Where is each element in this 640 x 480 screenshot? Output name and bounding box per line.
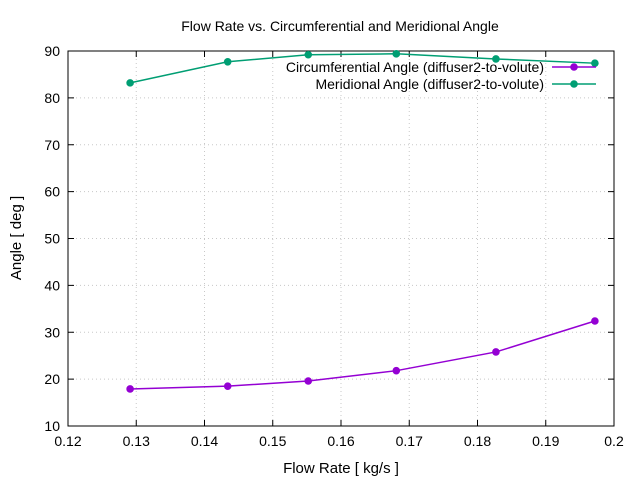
legend-marker: [570, 63, 578, 71]
data-point: [392, 50, 401, 58]
series-line: [129, 53, 595, 84]
data-point: [392, 366, 401, 375]
legend-marker: [570, 80, 578, 88]
data-point: [126, 79, 134, 87]
chart-title: Flow Rate vs. Circumferential and Meridi…: [181, 18, 499, 34]
y-tick-label: 30: [44, 324, 60, 340]
data-point: [223, 382, 232, 390]
data-point: [223, 57, 232, 66]
y-tick-label: 80: [44, 90, 60, 106]
y-tick-label: 40: [44, 277, 60, 293]
data-point: [304, 377, 313, 385]
data-point: [126, 385, 134, 393]
x-tick-label: 0.2: [604, 433, 624, 449]
data-point: [591, 317, 599, 325]
data-point: [591, 59, 599, 67]
x-tick-label: 0.14: [191, 433, 218, 449]
y-tick-label: 60: [44, 184, 60, 200]
ticks: 0.12 0.13 0.14 0.15 0.16 0.17 0.18 0.19 0.2 10 20 3…: [44, 43, 624, 449]
x-tick-label: 0.17: [396, 433, 423, 449]
data-point: [492, 348, 500, 356]
data-point: [492, 55, 500, 63]
x-tick-label: 0.19: [532, 433, 559, 449]
plot-frame: [67, 50, 615, 427]
legend-label: Circumferential Angle (diffuser2-to-volu…: [286, 59, 544, 75]
grid: [68, 51, 614, 426]
data-point: [304, 50, 313, 59]
series-group: [126, 50, 599, 393]
legend-label: Meridional Angle (diffuser2-to-volute): [315, 76, 544, 92]
y-axis-label: Angle [ deg ]: [8, 196, 25, 280]
x-tick-label: 0.16: [327, 433, 354, 449]
x-tick-label: 0.15: [259, 433, 286, 449]
y-tick-label: 20: [44, 371, 60, 387]
series-line: [130, 320, 596, 390]
y-tick-label: 10: [44, 418, 60, 434]
y-tick-label: 70: [44, 137, 60, 153]
x-tick-label: 0.12: [54, 433, 81, 449]
y-tick-label: 90: [44, 43, 60, 59]
x-tick-label: 0.13: [123, 433, 150, 449]
y-tick-label: 50: [44, 231, 60, 247]
legend: Circumferential Angle (diffuser2-to-volu…: [286, 59, 596, 92]
x-axis-label: Flow Rate [ kg/s ]: [283, 460, 399, 477]
x-tick-label: 0.18: [464, 433, 491, 449]
